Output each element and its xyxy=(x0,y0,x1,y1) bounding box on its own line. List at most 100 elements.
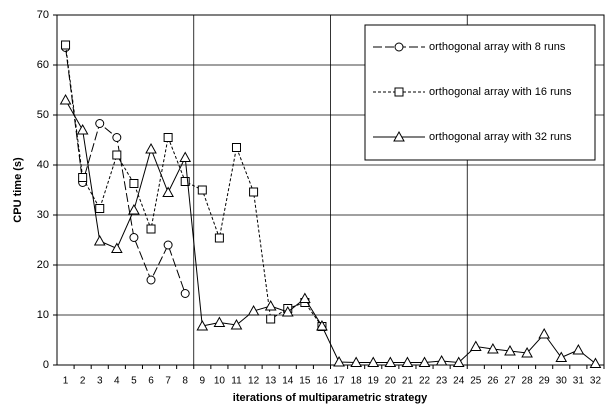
marker xyxy=(555,351,568,362)
y-tick-label: 30 xyxy=(37,209,49,221)
y-tick-label: 10 xyxy=(37,309,49,321)
marker xyxy=(249,187,259,197)
x-tick-label: 30 xyxy=(556,376,568,387)
marker xyxy=(112,133,122,142)
x-tick-label: 5 xyxy=(131,376,137,387)
x-tick-label: 23 xyxy=(436,376,448,387)
marker xyxy=(163,133,173,142)
marker xyxy=(196,319,209,331)
x-tick-label: 27 xyxy=(504,376,516,387)
x-tick-label: 11 xyxy=(231,376,242,387)
marker xyxy=(146,275,156,285)
x-tick-label: 26 xyxy=(487,376,499,387)
marker xyxy=(230,318,243,330)
y-tick-label: 70 xyxy=(37,9,49,21)
marker xyxy=(179,151,192,162)
y-axis-title: CPU time (s) xyxy=(12,157,24,223)
x-tick-label: 15 xyxy=(299,376,311,387)
marker xyxy=(95,119,105,128)
marker xyxy=(128,203,140,215)
marker xyxy=(129,179,139,188)
marker xyxy=(129,233,139,242)
marker xyxy=(78,173,88,182)
legend-label: orthogonal array with 32 runs xyxy=(429,131,572,143)
x-tick-label: 19 xyxy=(368,376,380,387)
x-tick-label: 17 xyxy=(333,376,345,387)
x-tick-label: 32 xyxy=(590,376,602,387)
marker xyxy=(231,143,241,152)
x-tick-label: 13 xyxy=(265,376,277,387)
marker xyxy=(146,224,156,234)
marker xyxy=(452,356,465,367)
x-tick-label: 18 xyxy=(351,376,363,387)
marker xyxy=(145,142,157,154)
marker xyxy=(394,42,404,52)
marker xyxy=(110,242,123,253)
marker xyxy=(95,204,105,213)
marker xyxy=(538,327,551,339)
y-tick-label: 50 xyxy=(37,109,49,121)
x-tick-label: 8 xyxy=(182,376,188,387)
marker xyxy=(61,40,71,50)
x-axis-title: iterations of multiparametric strategy xyxy=(233,392,428,404)
marker xyxy=(59,93,72,105)
x-tick-label: 20 xyxy=(385,376,397,387)
x-tick-label: 12 xyxy=(248,376,260,387)
marker xyxy=(163,240,173,250)
y-tick-label: 60 xyxy=(37,59,49,71)
x-tick-label: 7 xyxy=(165,376,171,387)
x-tick-label: 2 xyxy=(80,376,86,387)
marker xyxy=(589,357,602,368)
x-tick-label: 28 xyxy=(522,376,534,387)
x-tick-label: 1 xyxy=(63,376,69,387)
x-tick-label: 10 xyxy=(214,376,226,387)
marker xyxy=(299,292,311,303)
marker xyxy=(316,319,328,331)
marker xyxy=(213,316,226,327)
legend-label: orthogonal array with 8 runs xyxy=(429,41,566,53)
x-tick-label: 31 xyxy=(573,376,585,387)
marker xyxy=(367,356,380,367)
marker xyxy=(266,314,276,324)
x-tick-label: 29 xyxy=(539,376,551,387)
marker xyxy=(393,130,405,142)
y-tick-label: 40 xyxy=(37,159,49,171)
marker xyxy=(264,299,277,311)
marker xyxy=(214,233,224,243)
x-tick-label: 21 xyxy=(402,376,414,387)
x-tick-label: 9 xyxy=(200,376,206,387)
marker xyxy=(469,340,482,351)
series-line xyxy=(65,44,323,327)
x-tick-label: 4 xyxy=(114,376,120,387)
x-tick-label: 16 xyxy=(316,376,328,387)
marker xyxy=(76,123,89,135)
x-tick-label: 14 xyxy=(282,376,294,387)
marker xyxy=(162,186,174,197)
marker xyxy=(384,356,397,367)
series-line xyxy=(65,47,186,294)
x-tick-label: 6 xyxy=(148,376,154,387)
marker xyxy=(401,356,414,367)
legend-label: orthogonal array with 16 runs xyxy=(429,86,572,98)
marker xyxy=(197,185,207,195)
x-tick-label: 24 xyxy=(453,376,465,387)
marker xyxy=(350,356,362,367)
marker xyxy=(435,354,448,366)
marker xyxy=(281,305,294,317)
x-tick-label: 22 xyxy=(419,376,431,387)
marker xyxy=(487,342,499,354)
marker xyxy=(93,234,106,246)
x-tick-label: 25 xyxy=(470,376,482,387)
marker xyxy=(572,343,585,355)
marker xyxy=(521,346,533,358)
marker xyxy=(504,344,516,356)
marker xyxy=(112,150,122,160)
marker xyxy=(418,356,431,367)
marker xyxy=(247,304,260,316)
x-tick-label: 3 xyxy=(97,376,103,387)
marker xyxy=(394,87,404,97)
marker xyxy=(180,289,190,298)
marker xyxy=(180,177,190,186)
y-tick-label: 0 xyxy=(43,359,49,371)
